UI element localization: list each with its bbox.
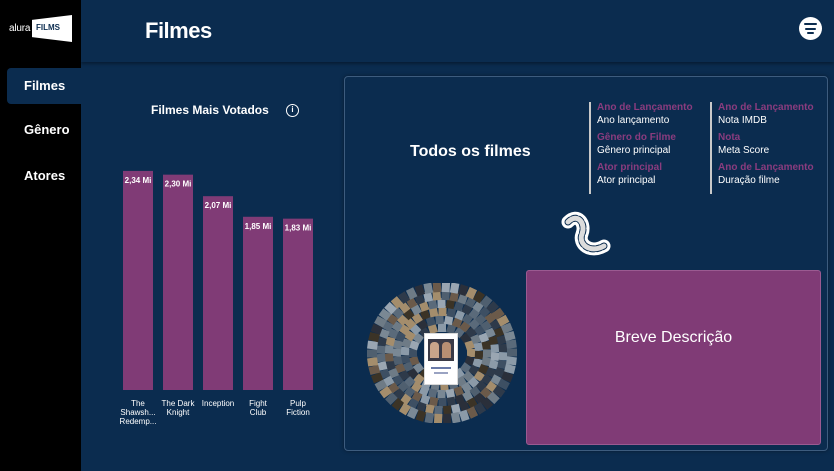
filter-label: Ano de Lançamento <box>718 162 814 173</box>
filter-genre[interactable]: Gênero do Filme Gênero principal <box>597 132 701 158</box>
x-tick-label: Inception <box>202 399 234 408</box>
bar-value-label: 1,85 Mi <box>245 222 272 231</box>
sidebar: alura FILMS Filmes Gênero Atores <box>0 0 81 471</box>
x-tick-label: The Dark Knight <box>162 399 196 417</box>
all-films-title: Todos os filmes <box>410 143 531 160</box>
filter-imdb-score[interactable]: Ano de Lançamento Nota IMDB <box>718 102 822 128</box>
sidebar-item-atores[interactable]: Atores <box>7 158 81 194</box>
logo-films-text: FILMS <box>36 23 60 32</box>
x-tick-label: Pulp Fiction <box>286 399 310 417</box>
filter-value: Ano lançamento <box>597 115 670 126</box>
top-voted-films-bar-chart: 2,34 Mi The Shawsh... Redemp... 2,30 Mi The D… <box>120 170 313 426</box>
filter-duration[interactable]: Ano de Lançamento Duração filme <box>718 162 822 188</box>
filter-value: Nota IMDB <box>718 115 767 126</box>
movie-posters-collage <box>367 283 517 423</box>
info-icon[interactable]: i <box>286 104 299 117</box>
filter-label: Gênero do Filme <box>597 132 676 143</box>
bar-4[interactable] <box>243 216 273 390</box>
x-tick-label: Fight Club <box>249 399 268 417</box>
filter-label: Ano de Lançamento <box>597 102 693 113</box>
header-bar: Filmes <box>81 0 834 62</box>
description-box[interactable]: Breve Descrição <box>526 270 821 445</box>
sidebar-item-label: Atores <box>24 168 66 183</box>
filter-value: Ator principal <box>597 175 656 186</box>
bar-5[interactable] <box>283 218 313 390</box>
hamburger-menu-icon[interactable] <box>799 17 822 40</box>
filter-value: Meta Score <box>718 145 770 156</box>
filter-meta-score[interactable]: Nota Meta Score <box>718 132 822 158</box>
sidebar-item-filmes[interactable]: Filmes <box>7 68 81 104</box>
bar-2[interactable] <box>163 174 193 390</box>
featured-movie-poster <box>424 333 458 385</box>
filter-label: Nota <box>718 132 741 143</box>
logo-alura-text: alura <box>9 23 31 34</box>
filter-lead-actor[interactable]: Ator principal Ator principal <box>597 162 701 188</box>
alura-films-logo: alura FILMS <box>8 14 72 44</box>
filter-column-right: Ano de Lançamento Nota IMDB Nota Meta Sc… <box>710 102 822 194</box>
bar-value-label: 2,30 Mi <box>165 180 192 189</box>
sidebar-item-genero[interactable]: Gênero <box>7 112 81 148</box>
x-tick-label: The Shawsh... Redemp... <box>120 399 157 426</box>
logo-flag: FILMS <box>32 15 72 42</box>
filter-value: Duração filme <box>718 175 780 186</box>
filter-column-left: Ano de Lançamento Ano lançamento Gênero … <box>589 102 701 194</box>
filter-label: Ator principal <box>597 162 663 173</box>
filter-value: Gênero principal <box>597 145 671 156</box>
sidebar-item-label: Filmes <box>24 78 66 93</box>
bar-value-label: 2,34 Mi <box>125 176 152 185</box>
bar-value-label: 2,07 Mi <box>205 201 232 210</box>
page-title: Filmes <box>145 18 212 43</box>
sidebar-item-label: Gênero <box>24 122 70 137</box>
chart-title: Filmes Mais Votados <box>151 103 269 117</box>
bar-3[interactable] <box>203 196 233 390</box>
bar-1[interactable] <box>123 170 153 390</box>
filter-release-year[interactable]: Ano de Lançamento Ano lançamento <box>597 102 701 128</box>
filter-label: Ano de Lançamento <box>718 102 814 113</box>
description-label: Breve Descrição <box>614 329 733 346</box>
film-reel-icon <box>561 211 611 256</box>
bar-value-label: 1,83 Mi <box>285 224 312 233</box>
